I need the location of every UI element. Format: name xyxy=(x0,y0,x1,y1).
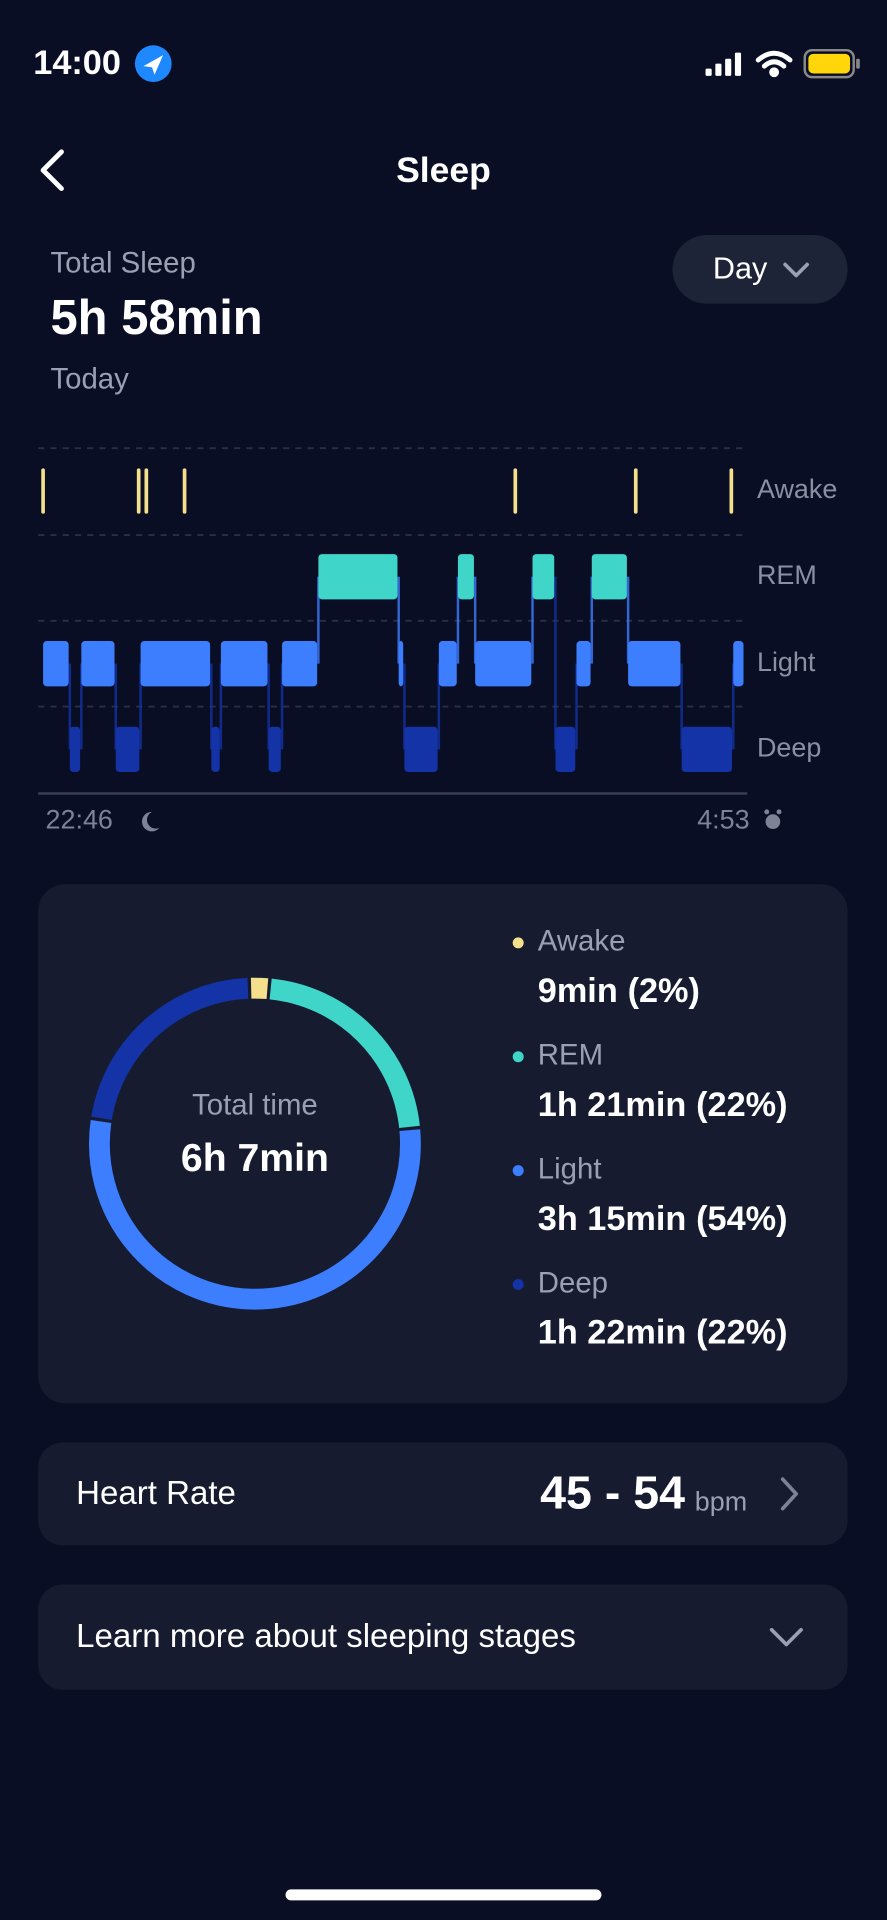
period-pill[interactable] xyxy=(672,235,848,304)
legend-duration: 9min xyxy=(538,972,618,1010)
stage-block xyxy=(140,641,211,687)
awake-mark xyxy=(729,468,734,514)
period-label[interactable]: Day xyxy=(713,252,768,286)
legend-duration: 1h 21min xyxy=(538,1086,687,1124)
stage-block xyxy=(115,726,140,773)
home-indicator xyxy=(285,1889,602,1901)
page-title: Sleep xyxy=(396,150,491,190)
stage-block xyxy=(532,554,555,600)
stage-label: Deep xyxy=(757,732,821,762)
stage-block xyxy=(475,641,532,687)
signal-icon xyxy=(705,52,742,76)
legend-dot xyxy=(512,1165,524,1177)
stage-block xyxy=(457,554,474,600)
end-time: 4:53 xyxy=(697,805,749,835)
learn-more-card[interactable] xyxy=(38,1584,848,1690)
stage-block xyxy=(268,726,281,773)
awake-mark xyxy=(633,468,638,514)
legend-value: 9min (2%) xyxy=(538,972,700,1010)
heart-rate-row[interactable]: Heart Rate 45 - 54 bpm xyxy=(38,1442,848,1546)
location-icon xyxy=(134,45,172,83)
legend-dot xyxy=(512,1278,524,1290)
legend-percent: (22%) xyxy=(696,1086,787,1124)
stage-block xyxy=(438,641,457,687)
awake-mark xyxy=(144,468,149,514)
chevron-down xyxy=(769,1627,803,1647)
legend-value: 1h 22min (22%) xyxy=(538,1314,788,1352)
stage-block xyxy=(555,726,576,773)
legend-dot xyxy=(512,1051,524,1063)
heart-rate-unit: bpm xyxy=(695,1487,747,1517)
stage-block xyxy=(398,641,404,687)
learn-more-row[interactable]: Learn more about sleeping stages xyxy=(38,1584,848,1690)
awake-mark xyxy=(41,468,45,514)
donut-center-label: Total time xyxy=(192,1089,318,1122)
stage-label: Light xyxy=(757,647,816,677)
stage-block xyxy=(628,641,681,687)
awake-mark xyxy=(136,468,141,514)
learn-more-label: Learn more about sleeping stages xyxy=(76,1618,576,1655)
period-selector[interactable]: Day xyxy=(672,235,848,304)
stage-block xyxy=(681,726,733,773)
legend-duration: 3h 15min xyxy=(538,1200,687,1238)
donut-arc xyxy=(89,1120,421,1310)
moon-icon xyxy=(141,811,160,832)
donut-arc xyxy=(269,978,420,1129)
legend-percent: (2%) xyxy=(628,972,700,1010)
legend-name: Awake xyxy=(538,925,626,958)
summary-value: 5h 58min xyxy=(50,291,262,345)
stage-block xyxy=(282,641,318,687)
summary-date: Today xyxy=(50,363,129,396)
stage-block xyxy=(69,726,81,773)
alarm-icon xyxy=(764,809,782,829)
stage-block xyxy=(318,554,398,600)
heart-rate-card[interactable] xyxy=(38,1442,848,1546)
stage-label: Awake xyxy=(757,474,837,504)
stage-block xyxy=(211,726,220,773)
awake-mark xyxy=(513,468,518,514)
awake-mark xyxy=(182,468,187,514)
stage-block xyxy=(733,641,744,687)
breakdown-card xyxy=(38,884,848,1404)
legend-name: Deep xyxy=(538,1266,608,1299)
stage-block xyxy=(81,641,115,687)
heart-rate-reading: 45 - 54 bpm xyxy=(540,1467,747,1519)
donut xyxy=(89,977,421,1310)
stage-block xyxy=(576,641,591,687)
stage-block xyxy=(404,726,438,773)
donut-arc xyxy=(250,977,269,1000)
hypnogram: Awake REM Light Deep xyxy=(38,447,837,795)
summary-label: Total Sleep xyxy=(50,246,195,279)
donut-arc xyxy=(91,977,249,1121)
heart-rate-value: 45 - 54 xyxy=(540,1467,685,1519)
stage-block xyxy=(43,641,69,687)
legend-value: 3h 15min (54%) xyxy=(538,1200,788,1238)
donut-center-value: 6h 7min xyxy=(181,1137,329,1180)
stage-label: REM xyxy=(757,560,817,590)
legend-dot xyxy=(512,937,524,949)
legend-name: REM xyxy=(538,1039,603,1072)
chevron-right xyxy=(780,1477,798,1511)
start-time: 22:46 xyxy=(46,805,113,835)
legend-name: Light xyxy=(538,1152,602,1185)
legend-value: 1h 21min (22%) xyxy=(538,1086,788,1124)
battery-icon xyxy=(803,48,860,79)
legend-percent: (54%) xyxy=(696,1200,787,1238)
heart-rate-label: Heart Rate xyxy=(76,1475,236,1512)
wifi-icon xyxy=(755,50,793,78)
legend-percent: (22%) xyxy=(696,1314,787,1352)
status-time: 14:00 xyxy=(33,44,121,82)
legend-duration: 1h 22min xyxy=(538,1314,687,1352)
stage-block xyxy=(220,641,268,687)
back-button[interactable] xyxy=(40,149,64,192)
period-chevron xyxy=(783,262,810,278)
stage-block xyxy=(591,554,627,600)
